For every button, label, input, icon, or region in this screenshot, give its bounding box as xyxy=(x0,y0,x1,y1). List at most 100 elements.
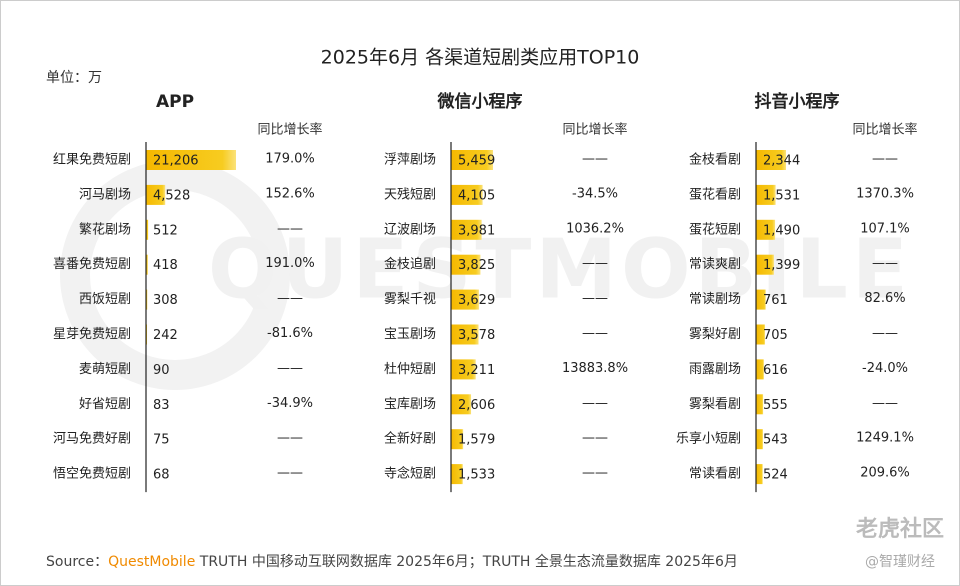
value-label: 4,105 xyxy=(458,188,495,203)
category-label: 常读爽剧 xyxy=(689,257,741,272)
panel-title: APP xyxy=(156,92,194,112)
logo: 老虎社区 xyxy=(855,516,944,542)
value-label: 1,490 xyxy=(763,223,800,238)
bar xyxy=(451,324,479,345)
value-label: 3,981 xyxy=(458,223,495,238)
bar xyxy=(451,184,483,205)
growth-label: —— xyxy=(582,326,608,341)
category-label: 常读看剧 xyxy=(689,466,741,482)
growth-label: —— xyxy=(582,396,608,411)
value-label: 3,629 xyxy=(458,293,495,308)
bar xyxy=(756,289,766,310)
bar xyxy=(756,254,774,275)
bar xyxy=(756,219,776,240)
growth-label: —— xyxy=(582,466,608,481)
value-label: 3,825 xyxy=(458,258,495,273)
panel-title: 抖音小程序 xyxy=(755,91,840,112)
value-label: 3,211 xyxy=(458,363,495,378)
growth-label: —— xyxy=(277,361,303,376)
category-label: 常读剧场 xyxy=(689,292,741,307)
growth-label: —— xyxy=(872,326,898,341)
category-label: 宝玉剧场 xyxy=(384,327,436,342)
category-label: 浮萍剧场 xyxy=(384,153,436,168)
growth-label: —— xyxy=(872,256,898,271)
category-label: 麦萌短剧 xyxy=(79,362,131,377)
value-label: 512 xyxy=(153,223,178,238)
value-label: 5,459 xyxy=(458,154,495,169)
title: 2025年6月 各渠道短剧类应用TOP10 xyxy=(321,47,640,69)
bar xyxy=(756,324,766,345)
bar xyxy=(451,429,464,450)
source-text: TRUTH 中国移动互联网数据库 2025年6月；TRUTH 全景生态流量数据库… xyxy=(195,553,738,570)
source: Source：QuestMobile TRUTH 中国移动互联网数据库 2025… xyxy=(46,553,738,570)
growth-label: 82.6% xyxy=(864,291,905,306)
bar xyxy=(756,429,763,450)
category-label: 蛋花看剧 xyxy=(689,186,741,202)
category-label: 天残短剧 xyxy=(384,187,436,202)
value-label: 68 xyxy=(153,468,170,483)
value-label: 308 xyxy=(153,293,178,308)
bar xyxy=(146,150,236,170)
category-label: 红果免费短剧 xyxy=(53,152,131,168)
value-label: 543 xyxy=(763,433,788,448)
bar xyxy=(146,219,149,240)
growth-label: -24.0% xyxy=(862,361,908,376)
category-label: 星芽免费短剧 xyxy=(53,327,131,342)
value-label: 2,344 xyxy=(763,154,800,169)
bar xyxy=(756,150,786,170)
category-label: 全新好剧 xyxy=(384,431,436,447)
category-label: 金枝看剧 xyxy=(689,152,741,168)
value-label: 4,528 xyxy=(153,188,190,203)
value-label: 1,533 xyxy=(458,468,495,483)
bar xyxy=(146,289,148,310)
growth-label: —— xyxy=(582,291,608,306)
value-label: 75 xyxy=(153,433,170,448)
category-label: 悟空免费短剧 xyxy=(53,467,131,482)
value-label: 705 xyxy=(763,328,788,343)
source-label: Source： xyxy=(46,554,108,570)
bar xyxy=(451,219,482,240)
growth-label: 191.0% xyxy=(265,256,315,271)
bar xyxy=(451,150,493,170)
value-label: 1,399 xyxy=(763,258,800,273)
bar xyxy=(451,254,481,275)
growth-label: -81.6% xyxy=(267,326,313,341)
growth-label: -34.9% xyxy=(267,396,313,411)
bar xyxy=(451,464,463,485)
category-label: 辽波剧场 xyxy=(384,222,436,237)
value-label: 418 xyxy=(153,258,178,273)
value-label: 2,606 xyxy=(458,398,495,413)
bar xyxy=(146,254,148,275)
growth-label: —— xyxy=(582,152,608,167)
category-label: 繁花剧场 xyxy=(79,221,131,237)
growth-label: -34.5% xyxy=(572,186,618,201)
growth-label: 13883.8% xyxy=(562,361,628,376)
growth-label: —— xyxy=(277,431,303,446)
growth-label: 152.6% xyxy=(265,186,315,201)
value-label: 21,206 xyxy=(153,154,199,169)
bar xyxy=(451,289,479,310)
category-label: 喜番免费短剧 xyxy=(53,257,131,272)
value-label: 1,531 xyxy=(763,188,800,203)
growth-label: 1249.1% xyxy=(856,431,914,446)
value-label: 555 xyxy=(763,398,788,413)
category-label: 杜仲短剧 xyxy=(384,362,436,377)
category-label: 金枝追剧 xyxy=(384,256,436,272)
growth-label: —— xyxy=(582,431,608,446)
category-label: 西饭短剧 xyxy=(79,292,131,307)
category-label: 宝库剧场 xyxy=(384,396,436,412)
growth-label: —— xyxy=(582,256,608,271)
category-label: 雨露剧场 xyxy=(689,362,741,377)
growth-label: 1036.2% xyxy=(566,221,624,236)
bar xyxy=(451,394,472,415)
growth-header: 同比增长率 xyxy=(257,122,322,138)
growth-label: —— xyxy=(277,466,303,481)
value-label: 83 xyxy=(153,398,170,413)
category-label: 雾梨好剧 xyxy=(689,327,741,342)
value-label: 1,579 xyxy=(458,433,495,448)
growth-label: —— xyxy=(872,152,898,167)
growth-header: 同比增长率 xyxy=(562,122,627,138)
bar xyxy=(756,394,764,415)
category-label: 蛋花短剧 xyxy=(689,221,741,237)
growth-label: 1370.3% xyxy=(856,186,914,201)
